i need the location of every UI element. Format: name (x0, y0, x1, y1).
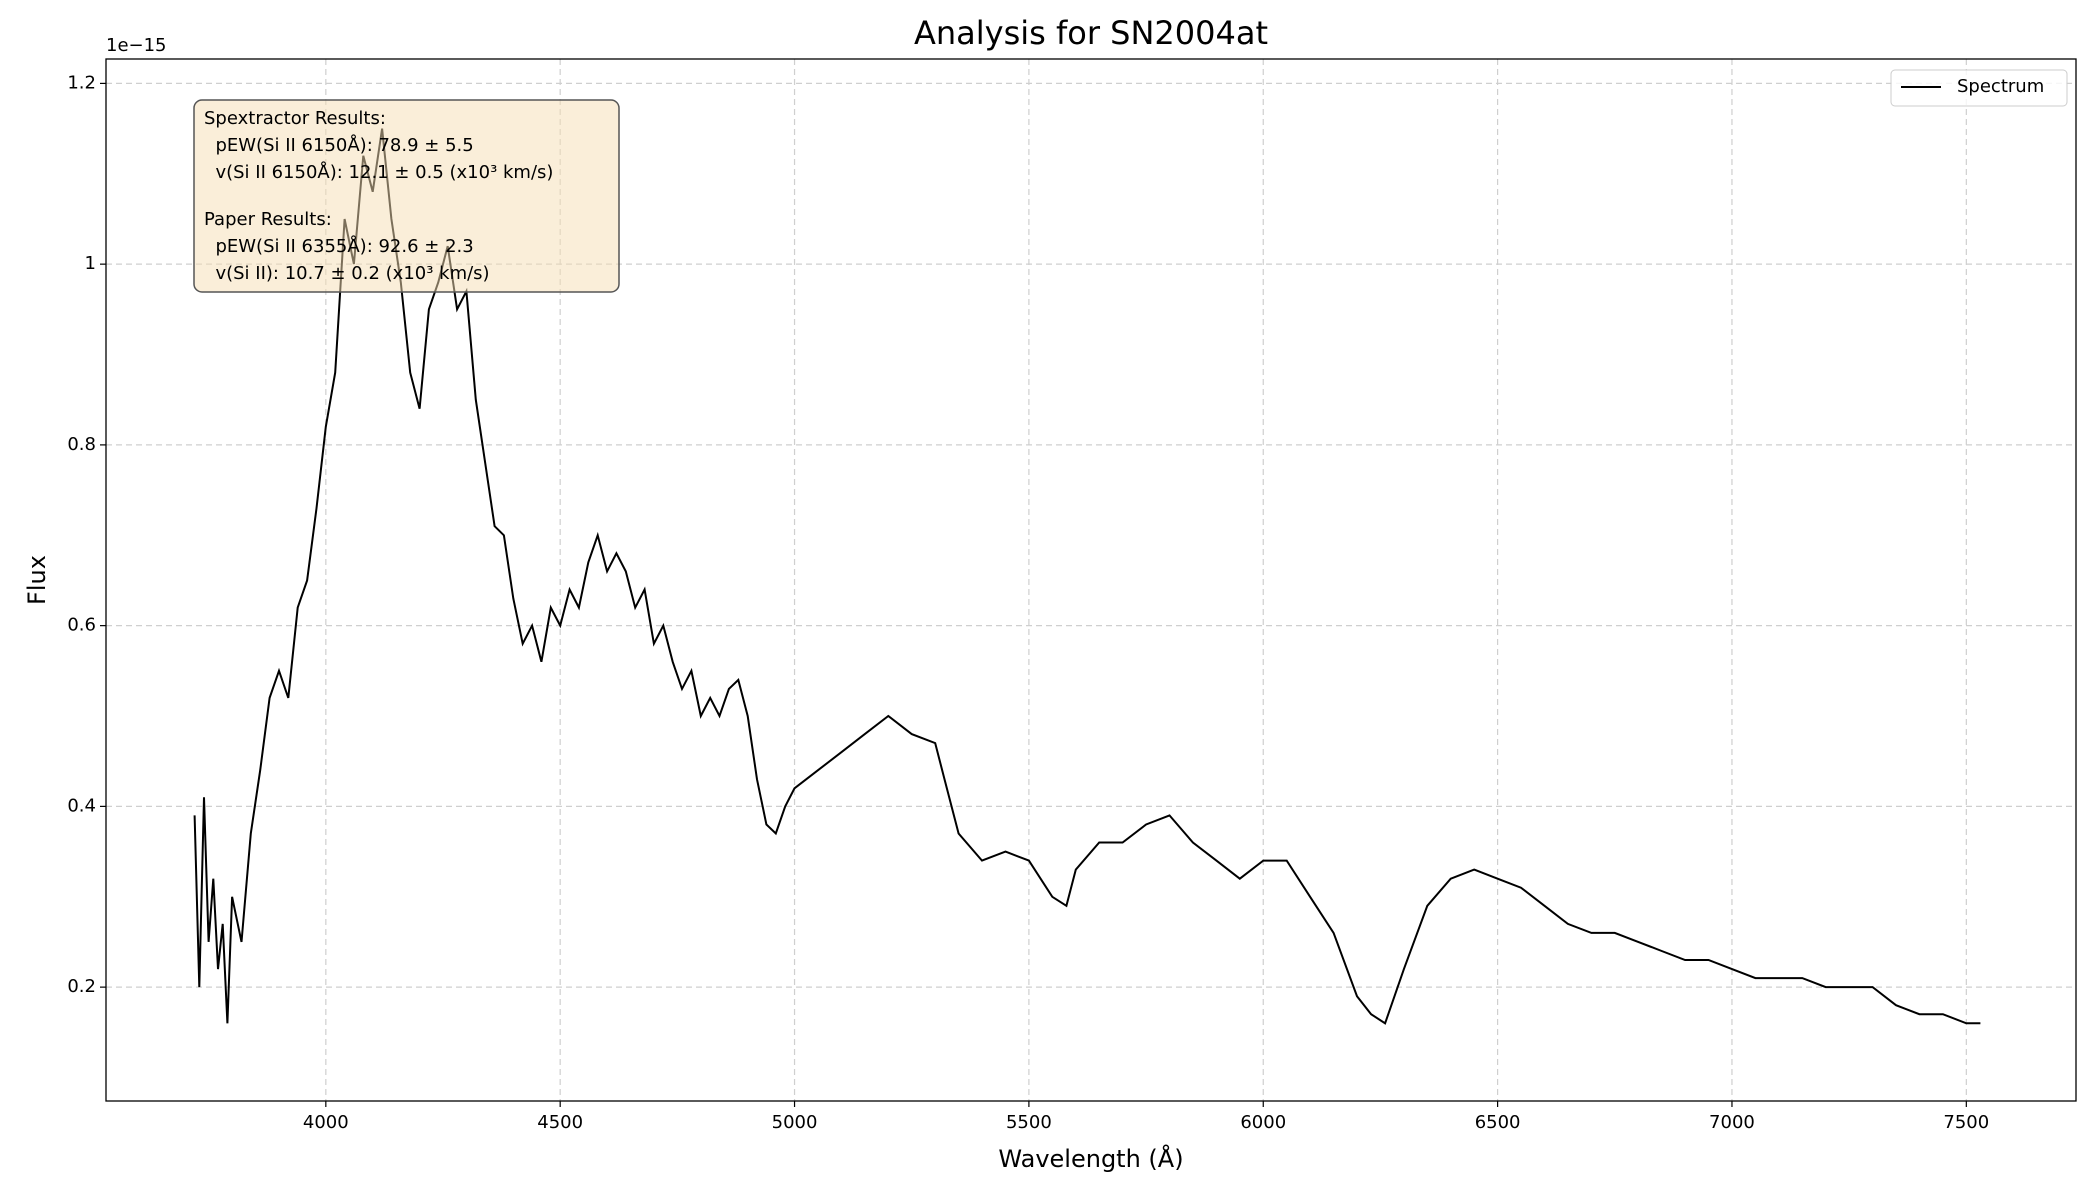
x-tick-label: 6000 (1240, 1112, 1286, 1133)
annotation-box (193, 99, 620, 293)
annotation-text: v(Si II 6150Å): 12.1 ± 0.5 (x10³ km/s) (204, 161, 553, 183)
legend-box (1890, 69, 2068, 107)
y-tick-label: 0.4 (67, 795, 96, 816)
legend-label: Spectrum (1957, 76, 2044, 97)
chart-title: Analysis for SN2004at (914, 14, 1268, 52)
y-tick-label: 1.2 (67, 72, 96, 93)
x-tick-label: 4500 (537, 1112, 583, 1133)
x-tick-label: 7500 (1943, 1112, 1989, 1133)
y-tick-label: 0.8 (67, 434, 96, 455)
y-tick-label: 0.6 (67, 615, 96, 636)
y-tick-label: 0.2 (67, 976, 96, 997)
x-tick-label: 7000 (1709, 1112, 1755, 1133)
y-offset-label: 1e−15 (106, 35, 167, 56)
x-tick-label: 5500 (1006, 1112, 1052, 1133)
annotation-text: Paper Results: (204, 209, 332, 230)
annotation-text: Spextractor Results: (204, 108, 386, 129)
y-tick-label: 1 (85, 253, 96, 274)
annotation-text: pEW(Si II 6150Å): 78.9 ± 5.5 (204, 134, 474, 156)
plot-frame (105, 58, 2077, 1102)
x-axis-label: Wavelength (Å) (998, 1144, 1183, 1173)
x-tick-label: 6500 (1475, 1112, 1521, 1133)
y-axis-label: Flux (23, 555, 51, 605)
x-tick-label: 5000 (772, 1112, 818, 1133)
annotation-text: pEW(Si II 6355Å): 92.6 ± 2.3 (204, 235, 474, 257)
x-tick-label: 4000 (303, 1112, 349, 1133)
annotation-text: v(Si II): 10.7 ± 0.2 (x10³ km/s) (204, 263, 490, 284)
